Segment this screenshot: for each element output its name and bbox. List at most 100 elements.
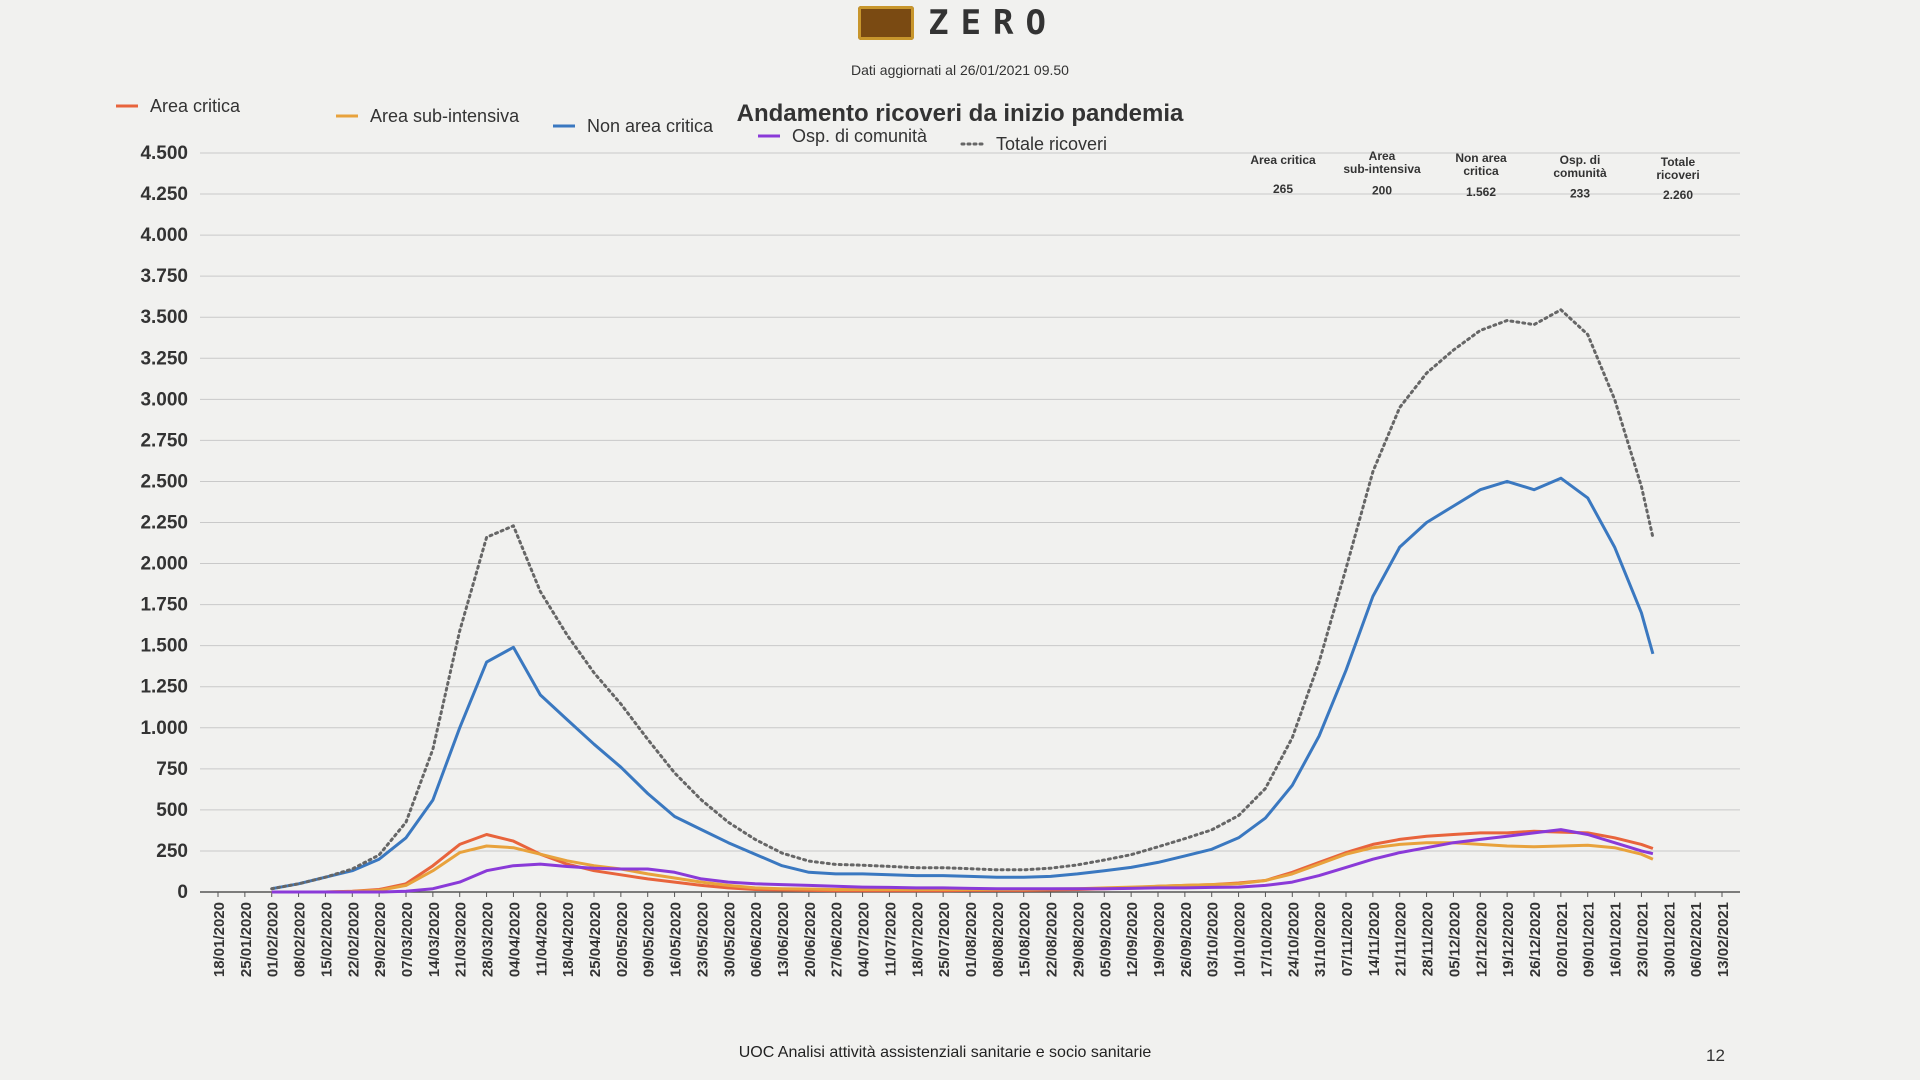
x-tick-label: 26/09/2020 bbox=[1178, 902, 1195, 977]
legend-label: Area sub-intensiva bbox=[370, 106, 520, 126]
y-tick-label: 0 bbox=[177, 882, 188, 903]
x-tick-label: 18/01/2020 bbox=[211, 902, 228, 977]
summary-label: comunità bbox=[1553, 166, 1607, 180]
x-tick-label: 26/12/2020 bbox=[1527, 902, 1544, 977]
y-tick-label: 2.750 bbox=[140, 430, 188, 451]
x-tick-label: 06/02/2021 bbox=[1688, 902, 1705, 977]
y-tick-label: 3.250 bbox=[140, 348, 188, 369]
x-tick-label: 04/07/2020 bbox=[856, 902, 873, 977]
x-tick-label: 01/02/2020 bbox=[265, 902, 282, 977]
summary-label: Area bbox=[1369, 149, 1396, 163]
summary-label: sub-intensiva bbox=[1343, 162, 1421, 176]
x-tick-label: 18/04/2020 bbox=[560, 902, 577, 977]
x-tick-label: 20/06/2020 bbox=[802, 902, 819, 977]
footer-text: UOC Analisi attività assistenziali sanit… bbox=[738, 1044, 1152, 1061]
legend-label: Totale ricoveri bbox=[996, 134, 1107, 154]
x-tick-label: 09/01/2021 bbox=[1581, 902, 1598, 977]
x-tick-label: 16/05/2020 bbox=[668, 902, 685, 977]
x-tick-label: 28/11/2020 bbox=[1420, 902, 1437, 976]
summary-column: Area critica 265 bbox=[1250, 153, 1316, 196]
x-tick-label: 15/02/2020 bbox=[318, 902, 335, 977]
x-tick-label: 08/08/2020 bbox=[990, 902, 1007, 977]
x-tick-label: 02/01/2021 bbox=[1554, 902, 1571, 977]
x-tick-label: 12/12/2020 bbox=[1473, 902, 1490, 977]
y-tick-label: 3.000 bbox=[140, 389, 188, 410]
x-tick-label: 06/06/2020 bbox=[748, 902, 765, 977]
summary-value: 2.260 bbox=[1663, 188, 1693, 202]
update-timestamp: Dati aggiornati al 26/01/2021 09.50 bbox=[851, 62, 1069, 78]
summary-label: Non area bbox=[1455, 151, 1507, 165]
x-tick-label: 21/11/2020 bbox=[1393, 902, 1410, 976]
legend-label: Osp. di comunità bbox=[792, 126, 928, 146]
y-tick-label: 4.500 bbox=[140, 143, 188, 164]
summary-label: Totale bbox=[1661, 155, 1696, 169]
x-tick-label: 30/05/2020 bbox=[721, 902, 738, 977]
x-tick-label: 14/11/2020 bbox=[1366, 902, 1383, 976]
x-tick-label: 28/03/2020 bbox=[480, 902, 497, 977]
x-tick-label: 29/08/2020 bbox=[1070, 902, 1087, 977]
x-tick-label: 13/06/2020 bbox=[775, 902, 792, 977]
x-tick-label: 19/09/2020 bbox=[1151, 902, 1168, 977]
series-line-non-area-critica bbox=[271, 476, 1655, 891]
x-tick-label: 01/08/2020 bbox=[963, 902, 980, 977]
x-tick-label: 13/02/2021 bbox=[1715, 902, 1732, 977]
x-tick-label: 22/02/2020 bbox=[345, 902, 362, 977]
y-tick-label: 2.250 bbox=[140, 513, 188, 534]
x-tick-label: 12/09/2020 bbox=[1124, 902, 1141, 977]
x-tick-label: 21/03/2020 bbox=[453, 902, 470, 977]
x-tick-label: 10/10/2020 bbox=[1232, 902, 1249, 977]
summary-label: Area critica bbox=[1250, 153, 1316, 167]
y-tick-label: 750 bbox=[156, 759, 188, 780]
x-tick-label: 09/05/2020 bbox=[641, 902, 658, 977]
logo: ZERO bbox=[858, 0, 1058, 46]
chart-title: Andamento ricoveri da inizio pandemia bbox=[737, 100, 1184, 127]
x-tick-label: 02/05/2020 bbox=[614, 902, 631, 977]
logo-emblem-icon bbox=[858, 6, 915, 40]
x-tick-label: 31/10/2020 bbox=[1312, 902, 1329, 977]
summary-label: ricoveri bbox=[1656, 168, 1699, 182]
y-tick-label: 1.000 bbox=[140, 718, 188, 739]
x-tick-label: 25/04/2020 bbox=[587, 902, 604, 977]
x-tick-label: 11/04/2020 bbox=[533, 902, 550, 976]
x-tick-label: 24/10/2020 bbox=[1285, 902, 1302, 977]
page-number: 12 bbox=[1706, 1046, 1725, 1065]
summary-label: critica bbox=[1463, 164, 1499, 178]
series-line-area-critica bbox=[271, 829, 1654, 894]
x-tick-label: 05/09/2020 bbox=[1097, 902, 1114, 977]
series-line-osp-di-comunit bbox=[271, 828, 1654, 894]
y-tick-label: 1.750 bbox=[140, 595, 188, 616]
summary-value: 200 bbox=[1372, 184, 1392, 198]
y-tick-label: 3.500 bbox=[140, 307, 188, 328]
y-tick-label: 250 bbox=[156, 841, 188, 862]
x-tick-label: 22/08/2020 bbox=[1044, 902, 1061, 977]
x-tick-label: 18/07/2020 bbox=[909, 902, 926, 977]
x-tick-label: 04/04/2020 bbox=[506, 902, 523, 977]
x-tick-label: 14/03/2020 bbox=[426, 902, 443, 977]
y-tick-label: 2.000 bbox=[140, 554, 188, 575]
y-tick-label: 3.750 bbox=[140, 266, 188, 287]
x-tick-label: 25/07/2020 bbox=[936, 902, 953, 977]
x-tick-label: 07/11/2020 bbox=[1339, 902, 1356, 976]
logo-text: ZERO bbox=[928, 3, 1058, 43]
x-tick-label: 30/01/2021 bbox=[1661, 902, 1678, 977]
x-tick-label: 25/01/2020 bbox=[238, 902, 255, 977]
x-tick-label: 23/05/2020 bbox=[694, 902, 711, 977]
series-line-totale-ricoveri bbox=[270, 308, 1655, 891]
summary-label: Osp. di bbox=[1560, 153, 1601, 167]
legend-label: Area critica bbox=[150, 96, 241, 116]
legend-label: Non area critica bbox=[587, 116, 714, 136]
x-tick-label: 08/02/2020 bbox=[292, 902, 309, 977]
x-tick-label: 19/12/2020 bbox=[1500, 902, 1517, 977]
x-tick-label: 17/10/2020 bbox=[1258, 902, 1275, 977]
x-tick-label: 11/07/2020 bbox=[882, 902, 899, 976]
series-line-area-sub-intensiva bbox=[271, 841, 1654, 894]
summary-value: 233 bbox=[1570, 187, 1590, 201]
y-tick-label: 4.000 bbox=[140, 225, 188, 246]
x-tick-label: 16/01/2021 bbox=[1608, 902, 1625, 977]
y-tick-label: 2.500 bbox=[140, 471, 188, 492]
x-tick-label: 03/10/2020 bbox=[1205, 902, 1222, 977]
